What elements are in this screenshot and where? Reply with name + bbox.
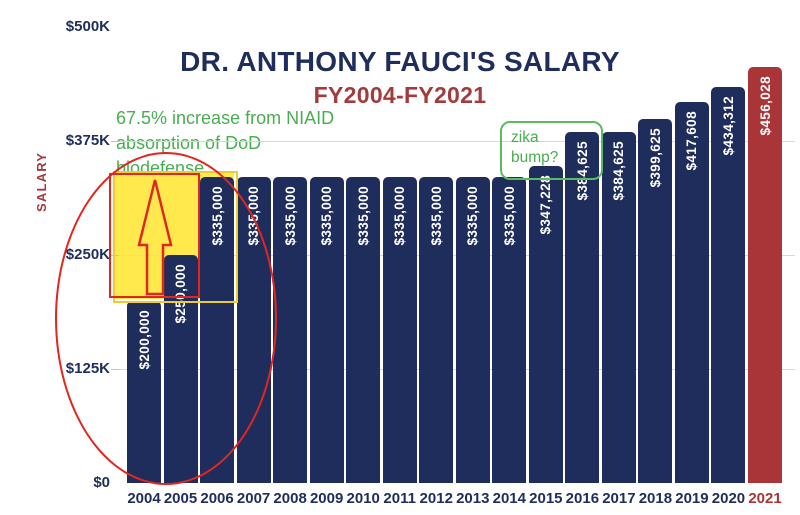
bar-2019: $417,608 <box>674 102 709 483</box>
zika-annotation-line2: bump? <box>511 149 559 166</box>
bar-2009: $335,000 <box>309 177 344 483</box>
zika-annotation-line1: zika <box>511 129 539 146</box>
bar-2008: $335,000 <box>273 177 308 483</box>
bar-value-label-2012: $335,000 <box>428 186 444 246</box>
xtick-label-2010: 2010 <box>346 490 380 507</box>
bar-2010: $335,000 <box>346 177 381 483</box>
bar-value-label-2018: $399,625 <box>647 127 663 188</box>
xtick-label-2005: 2005 <box>163 490 198 507</box>
bar-value-label-2021: $456,028 <box>757 76 773 136</box>
bar-2015: $347,228 <box>528 166 563 483</box>
ytick-mark-$375K <box>111 141 119 142</box>
increase-annotation-line1: 67.5% increase from NIAID <box>116 108 335 128</box>
bar-value-label-2010: $335,000 <box>355 186 371 246</box>
xtick-label-2004: 2004 <box>127 490 161 507</box>
xtick-label-2014: 2014 <box>492 490 526 507</box>
bar-value-label-2014: $335,000 <box>501 186 517 246</box>
bar-2014: $335,000 <box>492 177 527 483</box>
chart-subtitle: FY2004-FY2021 <box>313 82 487 108</box>
xtick-label-2018: 2018 <box>638 490 673 507</box>
xtick-label-2016: 2016 <box>565 490 600 507</box>
zika-bump-annotation: zika bump? <box>500 121 603 180</box>
bar-value-label-2015: $347,228 <box>538 175 554 235</box>
bar-value-label-2020: $434,312 <box>720 95 736 156</box>
bar-2018: $399,625 <box>638 118 673 483</box>
red-circle-annotation <box>55 152 277 485</box>
xtick-label-2008: 2008 <box>273 490 307 507</box>
ytick-label-$500K: $500K <box>65 18 110 35</box>
ytick-label-$375K: $375K <box>65 132 110 149</box>
bar-value-label-2008: $335,000 <box>282 186 298 246</box>
xtick-label-2019: 2019 <box>675 490 709 507</box>
xtick-label-2007: 2007 <box>236 490 271 507</box>
xtick-label-2017: 2017 <box>602 490 636 507</box>
increase-annotation-line2: absorption of DoD <box>116 133 262 153</box>
bar-2020: $434,312 <box>711 86 746 483</box>
gridline-$375K <box>118 141 795 142</box>
xtick-label-2021: 2021 <box>748 490 782 507</box>
bar-value-label-2013: $335,000 <box>465 186 481 246</box>
xtick-label-2011: 2011 <box>383 490 416 507</box>
bar-value-label-2011: $335,000 <box>392 186 408 246</box>
bar-2012: $335,000 <box>419 177 454 483</box>
xtick-label-2009: 2009 <box>309 490 344 507</box>
bar-value-label-2019: $417,608 <box>684 111 700 171</box>
bar-2011: $335,000 <box>382 177 417 483</box>
y-axis-label: SALARY <box>34 151 49 212</box>
ytick-label-$0: $0 <box>93 474 110 491</box>
bar-value-label-2009: $335,000 <box>319 186 335 246</box>
bar-value-label-2017: $384,625 <box>611 141 627 201</box>
chart-title: DR. ANTHONY FAUCI'S SALARY <box>180 46 620 77</box>
xtick-label-2006: 2006 <box>200 490 234 507</box>
bar-2017: $384,625 <box>601 132 636 483</box>
xtick-label-2015: 2015 <box>529 490 563 507</box>
xtick-label-2020: 2020 <box>711 490 746 507</box>
xtick-label-2013: 2013 <box>456 490 490 507</box>
bar-2016: $384,625 <box>565 132 600 483</box>
xtick-label-2012: 2012 <box>419 490 453 507</box>
bar-2021: $456,028 <box>748 67 782 483</box>
bar-2013: $335,000 <box>455 177 490 483</box>
